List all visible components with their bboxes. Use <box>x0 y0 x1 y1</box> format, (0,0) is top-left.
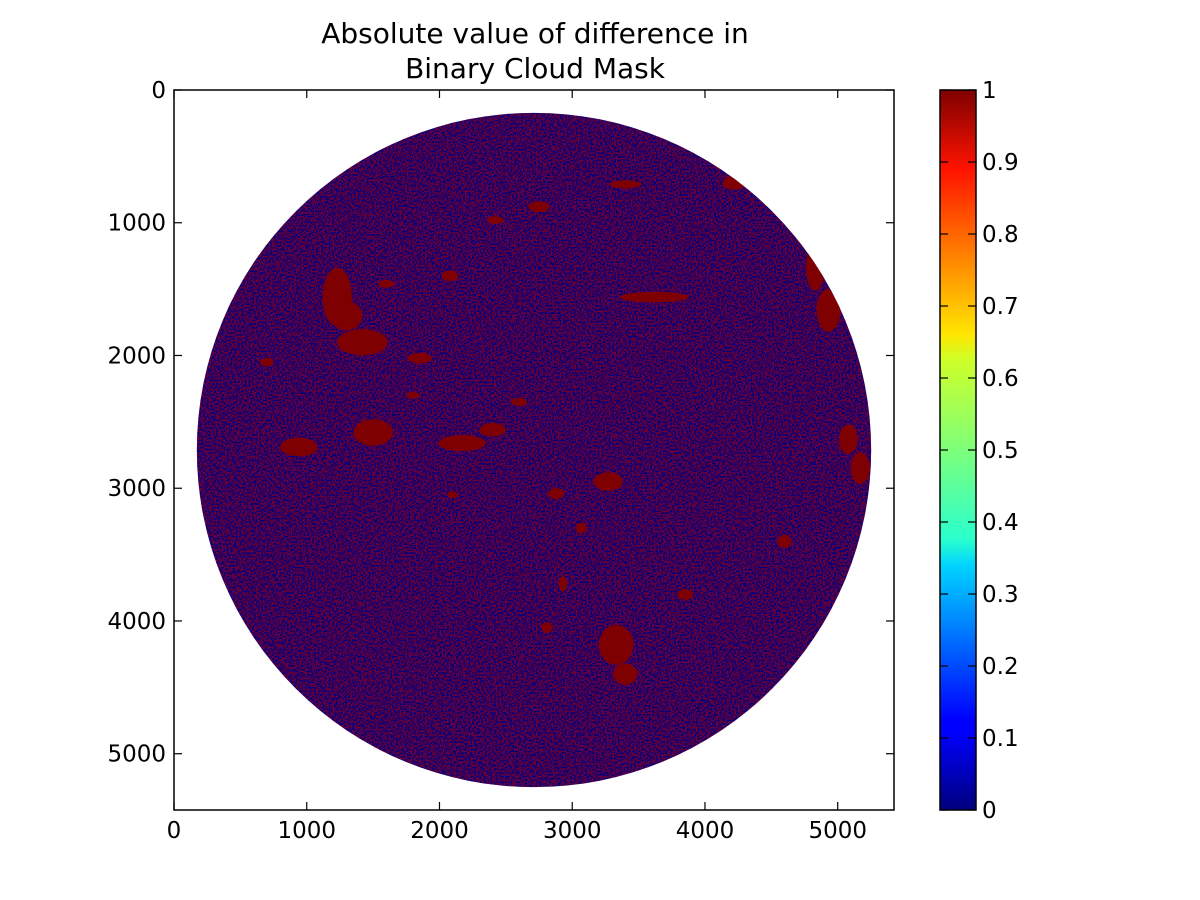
colorbar-tick-label: 0.2 <box>982 654 1019 680</box>
difference-region <box>487 216 504 225</box>
colorbar-tick-label: 0.6 <box>982 366 1019 392</box>
chart-title-line-2: Binary Cloud Mask <box>405 52 666 85</box>
chart-title: Absolute value of difference in Binary C… <box>321 17 749 85</box>
x-tick-label: 4000 <box>676 818 735 844</box>
difference-region <box>558 575 567 592</box>
difference-region <box>839 424 858 454</box>
y-tick-label: 5000 <box>107 742 166 768</box>
y-tick-label: 2000 <box>107 343 166 369</box>
difference-region <box>548 488 565 499</box>
colorbar-tick-label: 0.5 <box>982 438 1019 464</box>
difference-region <box>511 397 528 406</box>
colorbar-tick-label: 0.3 <box>982 582 1019 608</box>
y-axis: 0 1000 2000 3000 4000 5000 <box>107 78 894 768</box>
colorbar-tick-label: 0.7 <box>982 294 1019 320</box>
difference-region <box>677 589 694 600</box>
x-tick-label: 2000 <box>410 818 469 844</box>
plot-frame <box>173 89 895 811</box>
difference-region <box>598 624 634 665</box>
plot-area: 0 1000 2000 3000 4000 5000 0 1000 2000 3000 4000 5… <box>107 78 895 844</box>
y-tick-label: 4000 <box>107 609 166 635</box>
difference-region <box>407 352 432 364</box>
difference-region <box>777 534 792 548</box>
colorbar-tick-label: 0.8 <box>982 222 1019 248</box>
difference-region <box>330 301 363 331</box>
y-tick-label: 3000 <box>107 476 166 502</box>
difference-region <box>260 358 274 367</box>
colorbar-ticks: 0 0.1 0.2 0.3 0.4 0.5 0.6 0.7 0.8 0.9 1 <box>940 78 1019 824</box>
difference-region <box>337 328 388 356</box>
difference-region <box>850 452 870 485</box>
colorbar-tick-label: 1 <box>982 78 997 104</box>
difference-region <box>816 289 841 332</box>
difference-region <box>620 291 690 303</box>
chart-title-line-1: Absolute value of difference in <box>321 17 749 50</box>
y-tick-label: 0 <box>151 78 166 104</box>
difference-region <box>447 491 459 499</box>
x-tick-label: 0 <box>167 818 182 844</box>
colorbar-tick-label: 0 <box>982 798 997 824</box>
difference-region <box>280 437 318 457</box>
difference-region <box>576 522 587 534</box>
difference-region <box>442 270 459 282</box>
colorbar-tick-label: 0.4 <box>982 510 1019 536</box>
y-tick-label: 1000 <box>107 211 166 237</box>
difference-region <box>528 201 550 213</box>
difference-region <box>378 279 395 288</box>
colorbar-tick-label: 0.9 <box>982 150 1019 176</box>
difference-pixels-value-1 <box>196 112 872 788</box>
difference-region <box>438 435 486 452</box>
heatmap-image <box>196 112 872 788</box>
difference-region <box>406 391 420 399</box>
difference-region <box>541 622 553 633</box>
difference-region <box>609 180 642 189</box>
difference-region <box>613 663 638 685</box>
colorbar-tick-label: 0.1 <box>982 726 1019 752</box>
difference-region <box>593 472 623 491</box>
colorbar: 0 0.1 0.2 0.3 0.4 0.5 0.6 0.7 0.8 0.9 1 <box>939 78 1019 824</box>
difference-region <box>479 423 506 437</box>
x-axis: 0 1000 2000 3000 4000 5000 <box>167 90 867 844</box>
difference-region <box>353 419 394 446</box>
x-tick-label: 3000 <box>543 818 602 844</box>
x-tick-label: 1000 <box>277 818 336 844</box>
x-tick-label: 5000 <box>808 818 867 844</box>
